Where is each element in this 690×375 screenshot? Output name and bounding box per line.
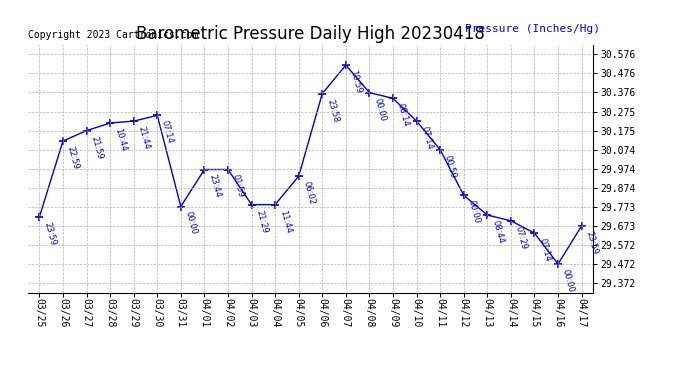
Text: 23:59: 23:59 xyxy=(584,230,599,255)
Text: Copyright 2023 Cartronics.com: Copyright 2023 Cartronics.com xyxy=(28,30,198,40)
Text: 00:59: 00:59 xyxy=(443,154,457,179)
Text: 08:14: 08:14 xyxy=(396,102,411,128)
Text: Pressure (Inches/Hg): Pressure (Inches/Hg) xyxy=(465,24,600,34)
Text: 22:59: 22:59 xyxy=(66,145,81,171)
Text: 07:14: 07:14 xyxy=(420,125,434,151)
Text: 21:29: 21:29 xyxy=(255,209,269,234)
Text: 00:00: 00:00 xyxy=(466,200,482,225)
Text: 23:59: 23:59 xyxy=(42,221,57,246)
Text: 07:29: 07:29 xyxy=(513,225,529,251)
Text: 07:14: 07:14 xyxy=(538,237,552,262)
Text: 00:00: 00:00 xyxy=(184,211,199,236)
Text: 10:44: 10:44 xyxy=(113,127,128,153)
Text: 01:59: 01:59 xyxy=(230,174,246,199)
Text: 11:44: 11:44 xyxy=(278,209,293,234)
Text: 06:02: 06:02 xyxy=(302,180,316,206)
Text: 08:44: 08:44 xyxy=(490,219,505,245)
Text: 21:44: 21:44 xyxy=(137,125,151,150)
Text: 07:14: 07:14 xyxy=(160,120,175,145)
Text: 10:59: 10:59 xyxy=(348,69,364,94)
Text: 23:58: 23:58 xyxy=(325,98,340,123)
Title: Barometric Pressure Daily High 20230418: Barometric Pressure Daily High 20230418 xyxy=(136,26,485,44)
Text: 21:59: 21:59 xyxy=(89,135,104,160)
Text: 23:44: 23:44 xyxy=(207,174,222,199)
Text: 00:00: 00:00 xyxy=(372,97,387,122)
Text: 00:00: 00:00 xyxy=(561,268,575,294)
